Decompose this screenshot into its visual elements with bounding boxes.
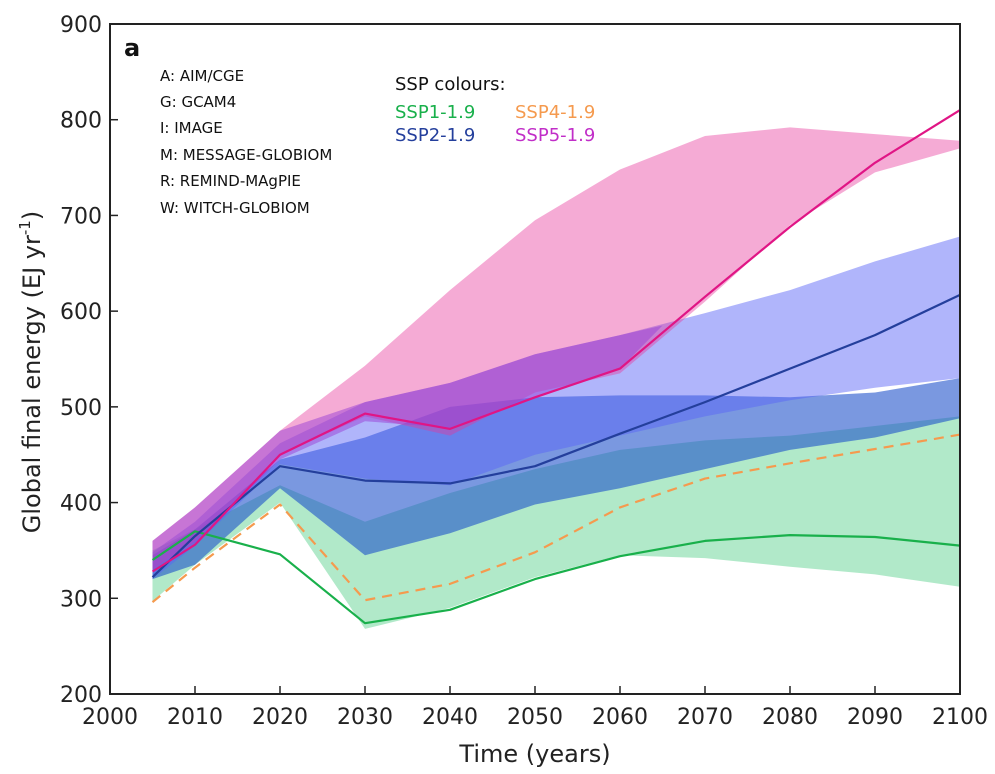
ssp-legend-ssp5: SSP5-1.9 <box>515 125 595 146</box>
ssp-colour-legend: SSP colours: SSP1-1.9 SSP4-1.9 SSP2-1.9 … <box>395 74 595 146</box>
series-line-ssp2-1-9 <box>151 293 961 578</box>
band-ssp5-1-9 <box>152 127 960 570</box>
x-tick-label: 2060 <box>592 705 648 730</box>
y-tick-label: 900 <box>60 13 102 38</box>
band-ssp2-1-9 <box>152 378 960 580</box>
model-legend-item: M: MESSAGE-GLOBIOM <box>160 146 332 164</box>
y-tick-label: 600 <box>60 300 102 325</box>
ssp-legend-title: SSP colours: <box>395 74 506 95</box>
x-tick-label: 2100 <box>932 705 988 730</box>
ssp-legend-ssp2: SSP2-1.9 <box>395 125 475 146</box>
x-axis-title: Time (years) <box>458 740 610 768</box>
panel-label: a <box>124 34 140 62</box>
x-tick-label: 2000 <box>82 705 138 730</box>
x-tick-label: 2050 <box>507 705 563 730</box>
x-tick-label: 2090 <box>847 705 903 730</box>
model-legend-item: A: AIM/CGE <box>160 67 244 85</box>
x-tick-label: 2010 <box>167 705 223 730</box>
series-line-ssp4-1-9 <box>151 433 961 603</box>
y-tick-label: 200 <box>60 683 102 708</box>
x-tick-label: 2020 <box>252 705 308 730</box>
ssp-legend-ssp1: SSP1-1.9 <box>395 102 475 123</box>
y-tick-label: 500 <box>60 396 102 421</box>
y-axis-title-superscript: -1 <box>16 220 34 235</box>
band-ssp2-1-9-range <box>152 236 960 580</box>
y-tick-label: 800 <box>60 109 102 134</box>
y-tick-label: 400 <box>60 492 102 517</box>
ssp-legend-ssp4: SSP4-1.9 <box>515 102 595 123</box>
x-tick-label: 2080 <box>762 705 818 730</box>
model-legend-item: R: REMIND-MAgPIE <box>160 172 301 190</box>
y-axis-title-close: ) <box>18 211 46 220</box>
x-tick-label: 2040 <box>422 705 478 730</box>
y-tick-label: 300 <box>60 587 102 612</box>
y-axis-ticks: 200 300 400 500 600 700 800 900 <box>60 13 118 708</box>
series-line-ssp5-1-9 <box>151 109 961 573</box>
x-axis-ticks: 2000 2010 2020 2030 2040 2050 2060 2070 2080 2090… <box>82 686 988 730</box>
model-legend-item: W: WITCH-GLOBIOM <box>160 199 310 217</box>
x-tick-label: 2030 <box>337 705 393 730</box>
model-legend: A: AIM/CGE G: GCAM4 I: IMAGE M: MESSAGE-… <box>160 67 332 217</box>
y-tick-label: 700 <box>60 204 102 229</box>
x-tick-label: 2070 <box>677 705 733 730</box>
model-legend-item: I: IMAGE <box>160 119 223 137</box>
model-legend-item: G: GCAM4 <box>160 93 236 111</box>
y-axis-title: Global final energy (EJ yr-1) <box>16 211 46 533</box>
series-line-ssp1-1-9 <box>151 530 961 625</box>
band-ssp5-1-9-overlap <box>152 325 663 570</box>
series-lines <box>151 109 961 625</box>
